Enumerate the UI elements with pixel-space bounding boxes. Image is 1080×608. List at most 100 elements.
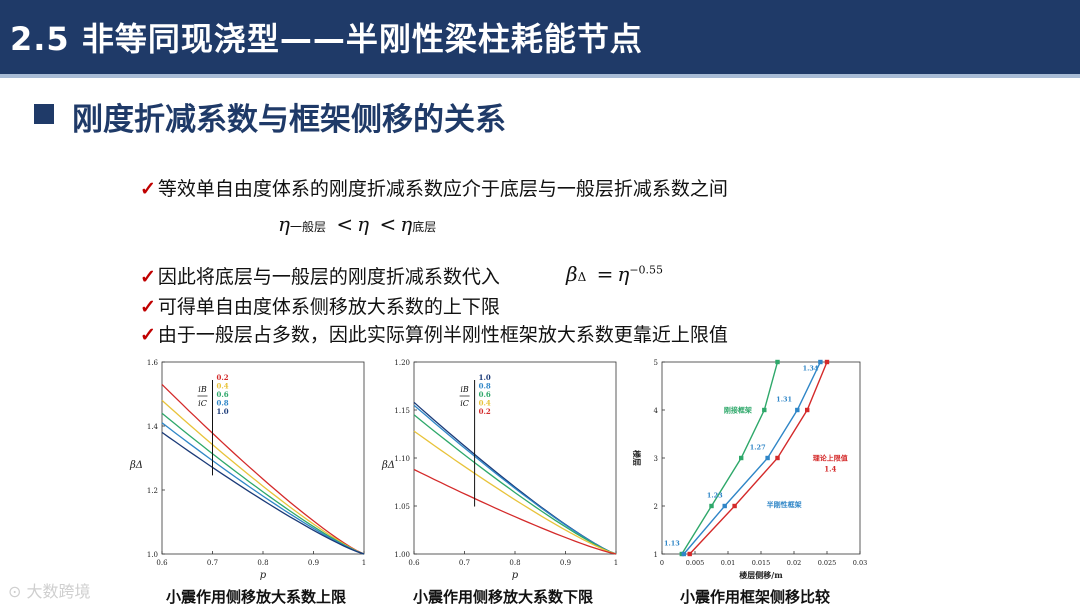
- legend-title-num: iB: [198, 385, 207, 394]
- x-tick-label: 0.025: [818, 559, 837, 567]
- series-line-半刚性框架: [683, 361, 822, 555]
- ratio-label: 1.23: [707, 491, 723, 499]
- legend-entry-0.6: 0.6: [217, 390, 229, 399]
- ratio-label: 1.34: [803, 365, 819, 373]
- header-bar: 2.5 非等同现浇型——半刚性梁柱耗能节点: [0, 0, 1080, 74]
- legend-title-den: iC: [460, 399, 469, 408]
- legend-title-den: iC: [198, 399, 207, 408]
- caption-lower-bound: 小震作用侧移放大系数下限: [413, 588, 594, 606]
- legend-title-num: iB: [460, 385, 469, 394]
- y-tick-label: 1.15: [394, 407, 410, 415]
- x-tick-label: 0.6: [156, 559, 168, 567]
- check-icon: ✓: [140, 178, 156, 200]
- formula-beta: βΔ = η−0.55: [566, 262, 664, 286]
- plot-frame: [413, 361, 617, 555]
- caption-drift-compare: 小震作用框架侧移比较: [680, 588, 831, 606]
- ratio-label: 1.31: [776, 395, 792, 403]
- x-tick-label: 0.8: [257, 559, 268, 567]
- y-axis-label: 楼层: [632, 450, 642, 466]
- x-tick-label: 0.015: [752, 559, 771, 567]
- check-icon: ✓: [140, 296, 156, 318]
- check-icon: ✓: [140, 266, 156, 288]
- series-point-半刚性框架: [722, 503, 727, 509]
- chart-drift-compare: 0 0.005 0.01 0.015 0.02 0.025 0.03 1 2 3 4 5 楼层侧移/m 楼…: [632, 359, 867, 580]
- series-point-理论上限值: [687, 551, 692, 557]
- series-point-半刚性框架: [818, 359, 823, 365]
- section-title: 刚度折减系数与框架侧移的关系: [72, 102, 506, 138]
- series-line-0.6: [161, 412, 365, 555]
- series-point-理论上限值: [732, 503, 737, 509]
- series-point-刚接框架: [709, 503, 714, 509]
- page-title: 2.5 非等同现浇型——半刚性梁柱耗能节点: [10, 20, 643, 58]
- y-tick-label: 2: [654, 503, 658, 511]
- x-tick-label: 0.03: [853, 559, 867, 567]
- bullet-2: ✓ 因此将底层与一般层的刚度折减系数代入: [140, 266, 500, 288]
- series-line-0.8: [161, 422, 365, 555]
- y-tick-label: 1.00: [394, 551, 410, 559]
- bullet-1: ✓ 等效单自由度体系的刚度折减系数应介于底层与一般层折减系数之间: [140, 178, 728, 200]
- legend-entry-0.8: 0.8: [479, 382, 491, 391]
- y-tick-label: 1.10: [394, 455, 410, 463]
- y-tick-label: 1.0: [147, 551, 158, 559]
- bullet-3: ✓ 可得单自由度体系侧移放大系数的上下限: [140, 296, 500, 318]
- y-tick-label: 1.20: [394, 359, 410, 367]
- x-tick-label: 0.02: [787, 559, 801, 567]
- legend-entry-0.4: 0.4: [479, 399, 491, 408]
- y-tick-label: 1.4: [147, 423, 159, 431]
- y-tick-label: 3: [654, 455, 658, 463]
- series-point-理论上限值: [805, 407, 810, 413]
- series-line-0.4: [413, 430, 617, 555]
- watermark-logo: ⊙ 大数跨境: [8, 582, 91, 601]
- series-point-刚接框架: [762, 407, 767, 413]
- series-line-1.0: [413, 401, 617, 555]
- square-bullet-icon: [34, 103, 54, 124]
- bullet-4: ✓ 由于一般层占多数，因此实际算例半刚性框架放大系数更靠近上限值: [140, 324, 728, 346]
- x-tick-label: 0.005: [686, 559, 705, 567]
- x-tick-label: 0: [660, 559, 664, 567]
- x-axis-label: 楼层侧移/m: [739, 570, 783, 580]
- series-line-0.2: [161, 383, 365, 555]
- y-tick-label: 1.6: [147, 359, 159, 367]
- y-axis-label: βΔ: [129, 460, 143, 471]
- x-tick-label: 0.7: [459, 559, 470, 567]
- caption-upper-bound: 小震作用侧移放大系数上限: [166, 588, 347, 606]
- series-point-刚接框架: [775, 359, 780, 365]
- series-line-0.4: [161, 399, 365, 555]
- x-axis-label: p: [512, 570, 519, 581]
- legend-entry-1.0: 1.0: [217, 407, 229, 416]
- series-line-刚接框架: [681, 361, 779, 555]
- series-point-半刚性框架: [765, 455, 770, 461]
- series-line-0.6: [413, 414, 617, 555]
- series-label-theory-value: 1.4: [824, 464, 836, 473]
- section-heading: 刚度折减系数与框架侧移的关系: [34, 94, 506, 139]
- x-tick-label: 0.8: [509, 559, 520, 567]
- x-tick-label: 1: [362, 559, 366, 567]
- series-line-0.2: [413, 468, 617, 555]
- plot-frame: [161, 361, 365, 555]
- ratio-label: 1.27: [750, 443, 766, 451]
- y-tick-label: 1.05: [394, 503, 410, 511]
- legend-entry-0.2: 0.2: [479, 407, 491, 416]
- series-point-刚接框架: [739, 455, 744, 461]
- y-tick-label: 1: [654, 551, 658, 559]
- y-tick-label: 1.2: [147, 487, 158, 495]
- series-label-semirigid: 半刚性框架: [767, 500, 802, 509]
- series-point-理论上限值: [775, 455, 780, 461]
- y-tick-label: 4: [654, 407, 659, 415]
- y-axis-label: βΔ: [381, 460, 395, 471]
- check-icon: ✓: [140, 324, 156, 346]
- series-label-rigid: 刚接框架: [724, 405, 752, 414]
- legend-entry-0.8: 0.8: [217, 399, 229, 408]
- legend-entry-0.4: 0.4: [217, 382, 229, 391]
- x-tick-label: 0.6: [408, 559, 420, 567]
- series-point-半刚性框架: [795, 407, 800, 413]
- x-tick-label: 1: [614, 559, 618, 567]
- header-divider: [0, 74, 1080, 78]
- chart-lower-bound: 0.6 0.7 0.8 0.9 1 1.00 1.05 1.10 1.15 1.20 p βΔ iB iC…: [381, 359, 618, 581]
- series-line-0.8: [413, 404, 617, 555]
- legend-entry-0.2: 0.2: [217, 373, 229, 382]
- series-line-1.0: [161, 431, 365, 555]
- formula-eta-range: η一般层 < η < η底层: [278, 212, 437, 236]
- legend-entry-0.6: 0.6: [479, 390, 491, 399]
- x-tick-label: 0.9: [308, 559, 319, 567]
